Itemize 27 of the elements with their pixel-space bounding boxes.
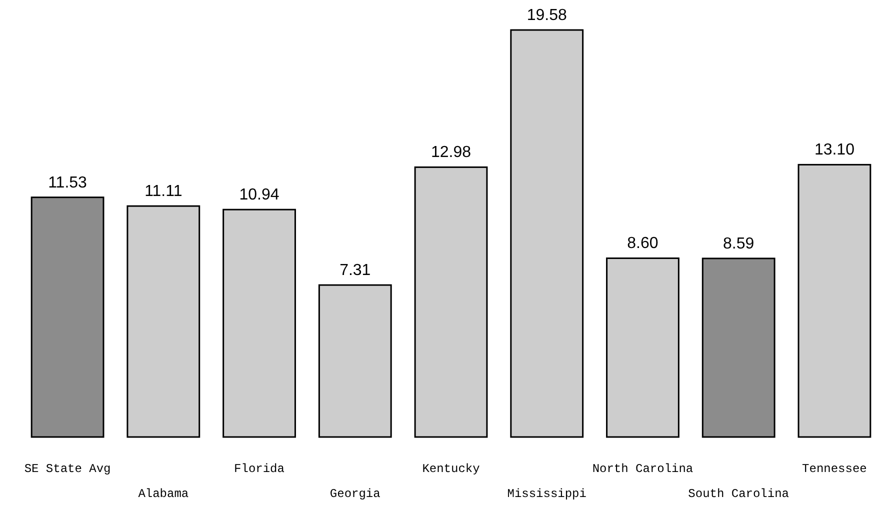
data-label: 13.10: [814, 142, 855, 159]
data-label: 8.60: [627, 235, 658, 252]
x-tick-label: Alabama: [138, 487, 189, 501]
x-tick-label: Tennessee: [802, 462, 867, 476]
bar: [318, 284, 392, 438]
bar: [222, 208, 296, 438]
data-label: 8.59: [723, 235, 754, 252]
data-label: 19.58: [526, 7, 567, 24]
bar: [510, 29, 584, 438]
x-tick-label: Florida: [234, 462, 284, 476]
x-tick-label: Georgia: [330, 487, 380, 501]
data-label: 11.11: [144, 183, 182, 200]
bar: [702, 258, 776, 438]
data-label: 12.98: [430, 144, 472, 162]
x-tick-label: Mississippi: [507, 487, 586, 501]
data-label: 7.31: [340, 262, 371, 280]
x-tick-label: South Carolina: [688, 487, 790, 501]
bar: [606, 257, 680, 438]
bar: [414, 166, 488, 438]
bar: [126, 205, 200, 438]
bar: [30, 196, 104, 438]
x-tick-label: SE State Avg: [24, 462, 111, 476]
data-label: 10.94: [239, 186, 280, 204]
data-label: 11.53: [48, 174, 88, 192]
x-tick-label: Kentucky: [422, 462, 480, 476]
bar: [798, 164, 872, 438]
x-tick-label: North Carolina: [592, 462, 694, 476]
